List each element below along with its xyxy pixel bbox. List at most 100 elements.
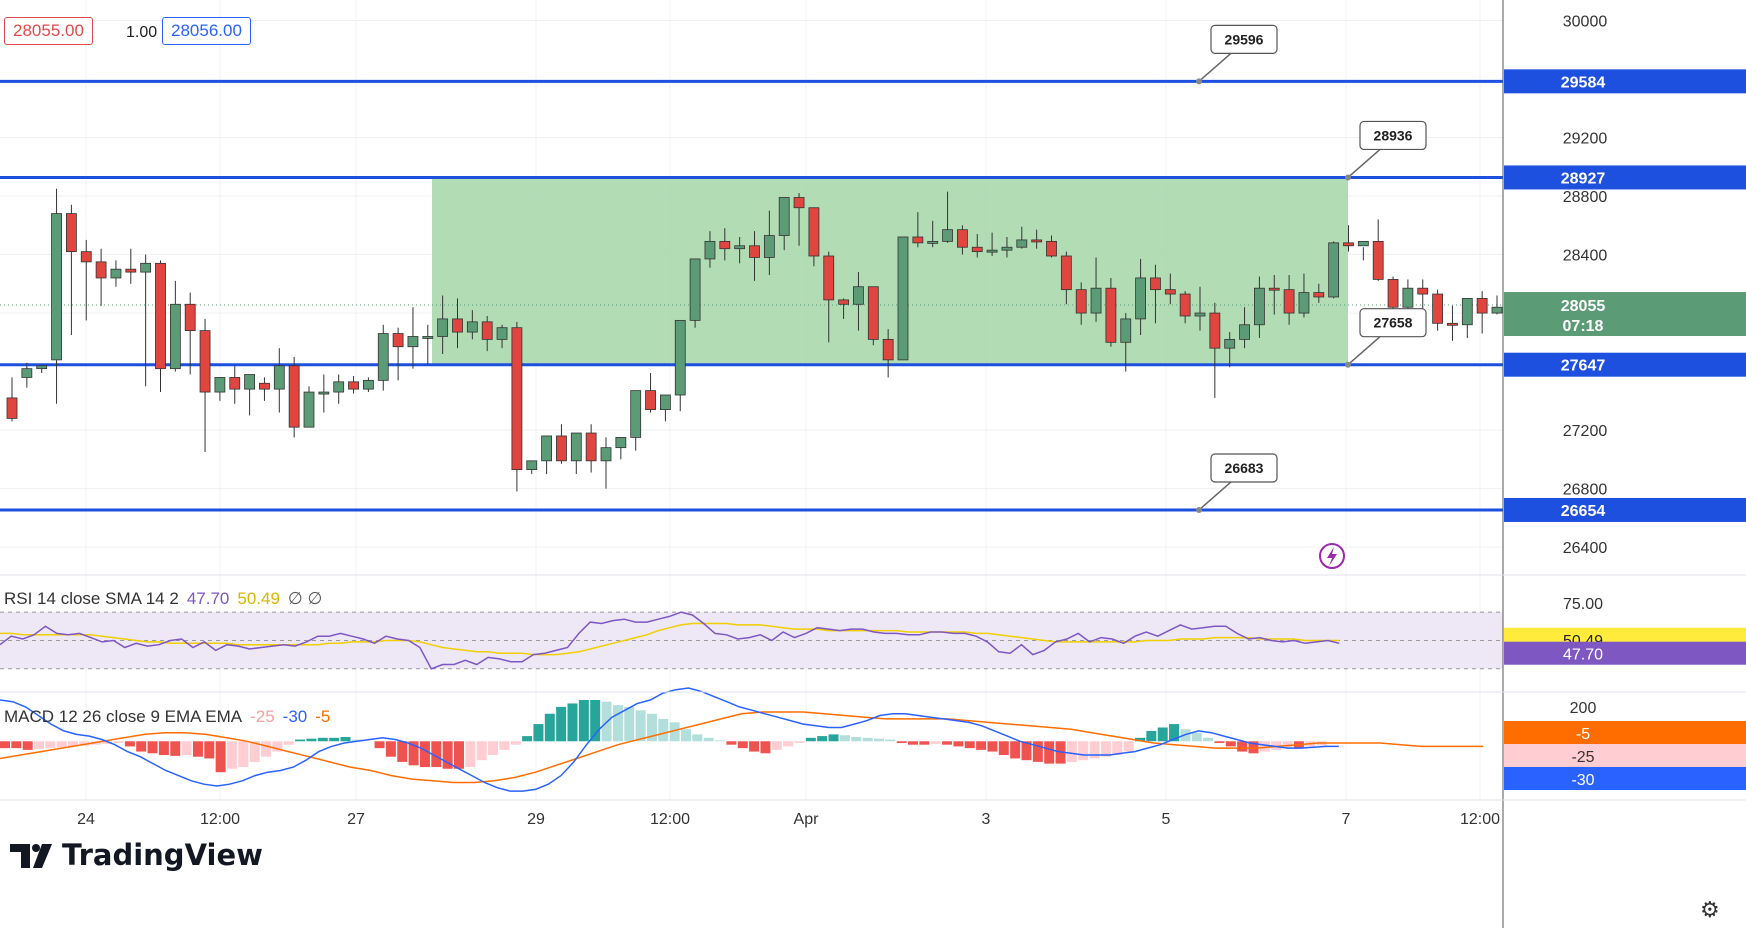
macd-histogram-bar — [612, 705, 623, 742]
range-box[interactable] — [432, 177, 1348, 365]
callout-pointer — [1347, 148, 1381, 179]
candle-body — [838, 299, 849, 305]
level-callouts: 29596 28936 27658 26683 — [1196, 24, 1427, 513]
candle-body — [422, 336, 434, 339]
candle-body — [719, 240, 731, 250]
macd-histogram-bar — [442, 741, 453, 769]
macd-histogram-bar — [1259, 741, 1270, 752]
rsi-value-tag — [1504, 641, 1746, 665]
rsi-legend-part: RSI 14 close SMA 14 2 — [4, 589, 179, 608]
candle-body — [1343, 242, 1354, 247]
macd-histogram-bar — [1237, 741, 1248, 752]
macd-histogram-bar — [533, 724, 544, 742]
macd-histogram-bar — [215, 741, 226, 773]
candle-body — [853, 286, 864, 305]
level-price-tag — [1504, 69, 1746, 94]
rsi-legend-part: ∅ ∅ — [288, 589, 322, 608]
candle-body — [36, 365, 48, 370]
macd-histogram-bar — [817, 736, 828, 742]
candle-body — [793, 197, 805, 209]
candle-body — [749, 245, 760, 258]
macd-histogram-bar — [1100, 741, 1111, 757]
macd-histogram-bar — [726, 741, 737, 745]
candle-body — [1491, 306, 1503, 314]
candle-body — [437, 318, 449, 337]
macd-histogram-bar — [760, 741, 771, 754]
price-tick-label: 30000 — [1563, 13, 1608, 30]
lightning-alert-icon[interactable] — [1319, 543, 1345, 569]
macd-histogram-bar — [522, 736, 533, 742]
macd-histogram-bar — [113, 741, 124, 743]
candle-body — [244, 374, 256, 390]
callout-label: 28936 — [1374, 127, 1413, 143]
candle-body — [1001, 246, 1013, 251]
time-tick-label: 27 — [347, 811, 365, 828]
macd-histogram-bar — [862, 737, 873, 742]
macd-histogram-bar — [1066, 741, 1077, 762]
macd-histogram-bar — [11, 741, 22, 749]
macd-histogram-bar — [170, 741, 181, 756]
candle-body — [897, 236, 909, 361]
macd-histogram-bar — [374, 741, 385, 749]
rsi-ma-line — [0, 622, 1340, 656]
macd-histogram-bar — [204, 741, 215, 759]
candle-body — [199, 330, 211, 393]
candle-body — [541, 435, 552, 462]
macd-histogram-bar — [1248, 741, 1259, 754]
macd-histogram-bar — [1214, 741, 1225, 743]
macd-histogram-bar — [544, 713, 555, 742]
price-tick-label: 28400 — [1563, 248, 1608, 265]
macd-histogram-bar — [68, 741, 79, 747]
candle-body — [511, 327, 523, 470]
macd-histogram-bar — [317, 737, 328, 742]
macd-histogram-bar — [1135, 737, 1145, 742]
candle-body — [66, 213, 77, 253]
candle-body — [689, 258, 701, 321]
price-tick-label: 29200 — [1563, 131, 1608, 148]
level-price-label: 26654 — [1561, 503, 1606, 520]
macd-histogram-bar — [454, 741, 464, 769]
horizontal-levels[interactable] — [0, 79, 1503, 512]
tradingview-logo-icon — [10, 844, 52, 868]
tradingview-logo[interactable]: TradingView — [8, 838, 263, 872]
candle-body — [51, 213, 62, 361]
candle-body — [1372, 240, 1384, 280]
candle-body — [1432, 293, 1443, 324]
candle-body — [110, 268, 122, 279]
rsi-line — [0, 611, 1340, 670]
spread-value: 1.00 — [118, 21, 166, 45]
macd-histogram-bar — [238, 741, 249, 768]
macd-histogram-bar — [227, 741, 237, 769]
macd-histogram-bar — [590, 700, 601, 742]
candle-body — [1105, 287, 1117, 343]
candle-body — [214, 377, 226, 393]
candle-body — [303, 391, 315, 428]
macd-histogram-bar — [397, 741, 408, 762]
macd-legend-part: MACD 12 26 close 9 EMA EMA — [4, 707, 243, 726]
macd-histogram-bar — [658, 718, 669, 742]
macd-histogram-bar — [794, 741, 805, 743]
level-price-label: 28927 — [1561, 170, 1606, 187]
macd-histogram-bar — [805, 737, 816, 742]
gear-icon[interactable]: ⚙ — [1700, 897, 1720, 922]
level-price-tag — [1504, 352, 1746, 377]
candle-body — [1224, 338, 1236, 349]
candle-body — [674, 319, 686, 396]
macd-histogram-bar — [953, 741, 964, 747]
candle-body — [1357, 240, 1369, 247]
callout-label: 26683 — [1225, 460, 1264, 476]
candle-body — [1135, 277, 1146, 320]
candle-body — [1313, 292, 1325, 298]
candle-body — [734, 245, 746, 250]
macd-histogram-bar — [896, 741, 907, 743]
macd-histogram-bar — [715, 740, 726, 742]
macd-legend-part: -5 — [315, 707, 330, 726]
candle-body — [259, 382, 270, 390]
candle-body — [452, 318, 463, 333]
callout-box — [1359, 308, 1427, 338]
macd-histogram-bar — [22, 741, 33, 750]
bid-price-box[interactable]: 28055.00 — [4, 17, 93, 45]
ask-price-box[interactable]: 28056.00 — [162, 17, 251, 45]
callout-anchor — [1345, 361, 1351, 368]
